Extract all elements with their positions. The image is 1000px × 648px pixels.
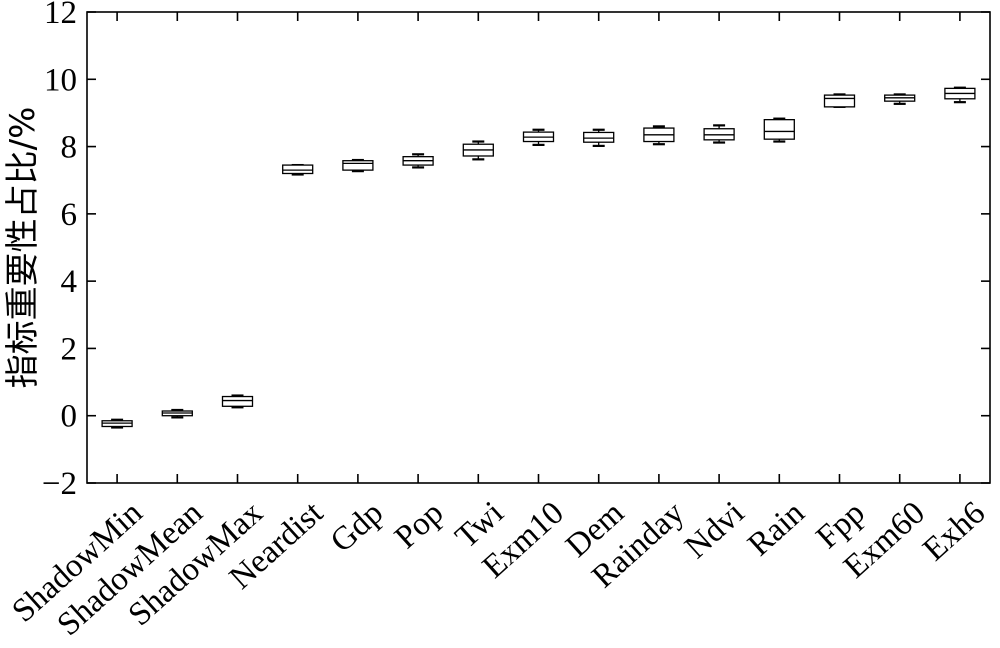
box-iqr: [823, 94, 856, 108]
y-tick-label: 10: [44, 62, 77, 98]
box-gdp: [342, 158, 374, 173]
box-shadowmin: [101, 418, 133, 429]
y-tick-label: −2: [42, 466, 77, 502]
box-twi: [462, 140, 494, 161]
box-pop: [402, 153, 434, 169]
y-tick-label: 2: [61, 331, 78, 367]
x-tick-label: Ndvi: [678, 495, 751, 566]
y-tick-label: 8: [61, 130, 78, 166]
x-tick-label: Exh6: [916, 495, 992, 568]
box-iqr: [342, 160, 374, 171]
x-tick-label: Gdp: [324, 495, 390, 560]
y-tick-label: 6: [61, 197, 78, 233]
y-tick-label: 0: [61, 399, 78, 435]
box-exm60: [884, 93, 916, 105]
box-shadowmax: [221, 394, 254, 409]
x-tick-label: Pop: [388, 495, 450, 556]
box-iqr: [282, 164, 314, 175]
box-iqr: [221, 395, 254, 407]
box-rainday: [643, 125, 675, 146]
y-axis: −2 0 2 4 6 8 10 12: [42, 0, 990, 502]
x-tick-label: Rain: [741, 495, 811, 563]
box-neardist: [282, 163, 314, 176]
box-iqr: [763, 119, 795, 140]
plot-frame: [86, 11, 991, 484]
y-tick-label: 12: [44, 0, 77, 31]
box-shadowmean: [161, 408, 193, 419]
box-exh6: [944, 86, 976, 104]
box-series: [101, 86, 976, 429]
plot-area: [86, 11, 991, 484]
box-fpp: [823, 93, 856, 108]
box-ndvi: [703, 124, 735, 144]
box-dem: [583, 128, 615, 147]
y-tick-label: 4: [61, 264, 78, 300]
box-rain: [763, 117, 795, 143]
box-exm10: [522, 128, 555, 146]
box-iqr: [583, 131, 615, 143]
y-axis-label: 指标重要性占比/%: [3, 107, 43, 389]
